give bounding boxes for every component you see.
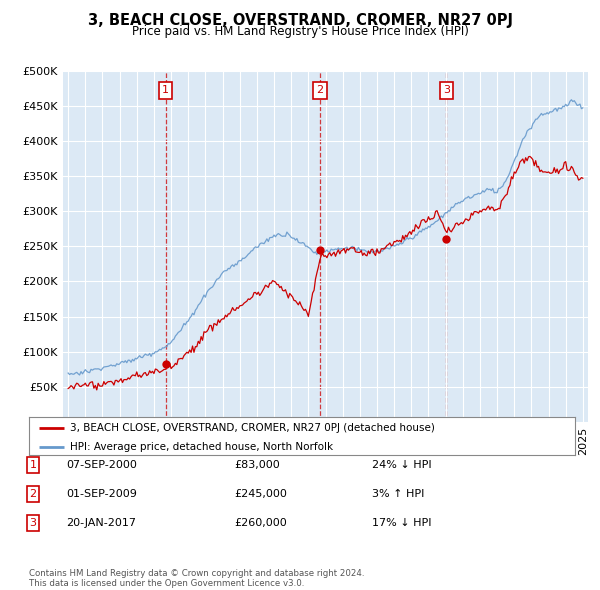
Text: 3, BEACH CLOSE, OVERSTRAND, CROMER, NR27 0PJ (detached house): 3, BEACH CLOSE, OVERSTRAND, CROMER, NR27… <box>70 423 434 433</box>
Text: Contains HM Land Registry data © Crown copyright and database right 2024.
This d: Contains HM Land Registry data © Crown c… <box>29 569 364 588</box>
Text: 2: 2 <box>29 489 37 499</box>
Text: 1: 1 <box>29 460 37 470</box>
Text: 3% ↑ HPI: 3% ↑ HPI <box>372 489 424 499</box>
Text: 20-JAN-2017: 20-JAN-2017 <box>66 518 136 527</box>
Text: Price paid vs. HM Land Registry's House Price Index (HPI): Price paid vs. HM Land Registry's House … <box>131 25 469 38</box>
Text: £83,000: £83,000 <box>234 460 280 470</box>
Text: 17% ↓ HPI: 17% ↓ HPI <box>372 518 431 527</box>
Text: 2: 2 <box>316 86 323 96</box>
Text: 3: 3 <box>443 86 450 96</box>
Text: 01-SEP-2009: 01-SEP-2009 <box>66 489 137 499</box>
Text: £245,000: £245,000 <box>234 489 287 499</box>
Text: 3, BEACH CLOSE, OVERSTRAND, CROMER, NR27 0PJ: 3, BEACH CLOSE, OVERSTRAND, CROMER, NR27… <box>88 13 512 28</box>
Text: 3: 3 <box>29 518 37 527</box>
Text: £260,000: £260,000 <box>234 518 287 527</box>
Text: 07-SEP-2000: 07-SEP-2000 <box>66 460 137 470</box>
Text: HPI: Average price, detached house, North Norfolk: HPI: Average price, detached house, Nort… <box>70 442 333 452</box>
Text: 1: 1 <box>162 86 169 96</box>
Text: 24% ↓ HPI: 24% ↓ HPI <box>372 460 431 470</box>
